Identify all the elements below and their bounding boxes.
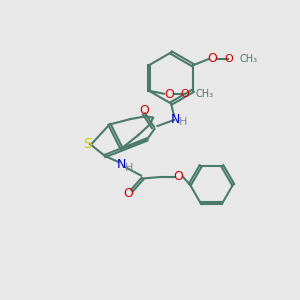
Text: O: O [225, 54, 233, 64]
Text: N: N [117, 158, 126, 172]
Text: O: O [181, 89, 189, 99]
Text: O: O [174, 170, 183, 184]
Text: S: S [82, 137, 91, 151]
Text: N: N [171, 113, 180, 127]
Text: H: H [125, 163, 133, 173]
Text: CH₃: CH₃ [240, 54, 258, 64]
Text: O: O [124, 187, 133, 200]
Text: O: O [139, 104, 149, 117]
Text: CH₃: CH₃ [195, 89, 214, 99]
Text: O: O [208, 52, 218, 65]
Text: H: H [179, 117, 187, 128]
Text: O: O [164, 88, 174, 101]
